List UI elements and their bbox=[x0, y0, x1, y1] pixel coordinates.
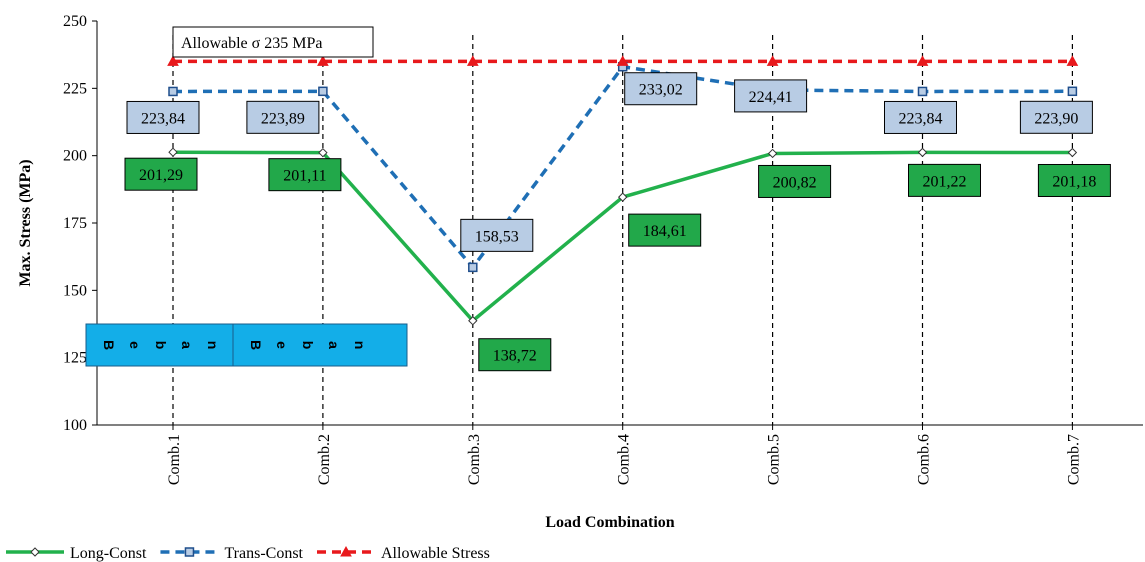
data-point-triangle bbox=[616, 55, 629, 66]
data-point-triangle bbox=[317, 55, 329, 66]
data-point-square bbox=[318, 86, 328, 97]
data-label-trans-const: 224,41 bbox=[749, 89, 793, 106]
data-point-diamond bbox=[168, 147, 178, 157]
beban-overlay-box bbox=[85, 323, 255, 367]
data-label-trans-const: 223,84 bbox=[141, 110, 185, 127]
data-label-trans-const-box bbox=[624, 72, 698, 106]
y-tick-label: 175 bbox=[63, 215, 87, 232]
data-point-square bbox=[468, 262, 478, 273]
data-point-diamond bbox=[1067, 147, 1078, 158]
x-tick-label: Comb.7 bbox=[1065, 434, 1082, 485]
y-tick-label: 125 bbox=[63, 350, 87, 367]
data-label-trans-const-box bbox=[1019, 100, 1093, 134]
legend-label: Allowable Stress bbox=[381, 545, 490, 562]
legend-label: Trans-Const bbox=[224, 545, 303, 562]
data-label-long-const: 184,61 bbox=[643, 223, 687, 240]
data-point-square bbox=[917, 86, 928, 97]
data-label-trans-const: 158,53 bbox=[475, 228, 519, 245]
data-label-long-const-box bbox=[758, 164, 832, 198]
data-label-trans-const: 233,02 bbox=[639, 82, 683, 99]
y-tick-label: 100 bbox=[63, 417, 87, 434]
data-label-long-const-box bbox=[628, 213, 702, 247]
beban-letter: n bbox=[352, 341, 368, 350]
beban-letter: b bbox=[300, 341, 316, 350]
x-axis-title: Load Combination bbox=[545, 514, 674, 531]
data-point-diamond bbox=[617, 192, 628, 202]
legend-marker-square bbox=[184, 547, 195, 557]
data-label-trans-const-box bbox=[884, 100, 957, 134]
x-tick-label: Comb.5 bbox=[766, 434, 783, 485]
legend-label: Long-Const bbox=[70, 545, 147, 562]
beban-letter: n bbox=[205, 341, 221, 350]
annotation-allowable: Allowable σ 235 MPa bbox=[181, 35, 323, 52]
data-point-triangle bbox=[466, 55, 479, 66]
data-label-long-const-box bbox=[478, 338, 552, 372]
data-label-long-const-box bbox=[1037, 163, 1111, 197]
beban-letter: b bbox=[153, 341, 169, 350]
x-tick-label: Comb.6 bbox=[916, 434, 933, 485]
data-point-square bbox=[1067, 86, 1078, 97]
beban-letter: a bbox=[326, 341, 342, 349]
data-label-long-const-box bbox=[908, 163, 981, 197]
annotation-box bbox=[172, 26, 374, 58]
legend-marker-diamond bbox=[30, 547, 40, 557]
data-label-long-const: 201,22 bbox=[923, 173, 967, 190]
y-axis-title: Max. Stress (MPa) bbox=[17, 159, 34, 286]
data-point-triangle bbox=[1066, 55, 1079, 66]
y-tick-label: 225 bbox=[63, 80, 87, 97]
data-label-trans-const-box bbox=[246, 100, 320, 134]
beban-overlay-box bbox=[232, 323, 408, 367]
data-label-trans-const-box bbox=[734, 79, 808, 113]
legend-marker-triangle bbox=[340, 545, 352, 557]
data-label-long-const: 201,18 bbox=[1052, 173, 1096, 190]
data-label-trans-const: 223,90 bbox=[1034, 110, 1078, 127]
beban-letter: a bbox=[179, 341, 195, 349]
data-point-diamond bbox=[318, 147, 328, 158]
data-point-triangle bbox=[766, 55, 779, 66]
x-tick-label: Comb.3 bbox=[466, 434, 483, 485]
data-point-triangle bbox=[916, 55, 929, 66]
data-label-long-const: 138,72 bbox=[493, 348, 537, 365]
data-label-trans-const-box bbox=[126, 100, 200, 134]
x-tick-label: Comb.4 bbox=[616, 434, 633, 485]
x-tick-label: Comb.2 bbox=[316, 434, 333, 485]
data-point-triangle bbox=[167, 55, 179, 66]
data-point-diamond bbox=[767, 148, 778, 159]
data-label-long-const: 201,11 bbox=[283, 168, 326, 185]
data-point-diamond bbox=[468, 316, 478, 326]
data-label-long-const-box bbox=[268, 158, 342, 192]
data-point-square bbox=[168, 86, 178, 97]
beban-letter: B bbox=[101, 340, 117, 350]
data-label-long-const-box bbox=[124, 157, 198, 191]
data-point-diamond bbox=[917, 147, 928, 158]
x-tick-label: Comb.1 bbox=[166, 434, 183, 485]
data-label-long-const: 201,29 bbox=[139, 167, 183, 184]
beban-letter: e bbox=[274, 341, 290, 349]
beban-letter: e bbox=[127, 341, 143, 349]
y-tick-label: 200 bbox=[63, 148, 87, 165]
beban-letter: B bbox=[248, 340, 264, 350]
data-label-long-const: 200,82 bbox=[773, 174, 817, 191]
data-label-trans-const-box bbox=[460, 218, 534, 252]
y-tick-label: 150 bbox=[63, 282, 87, 299]
y-tick-label: 250 bbox=[63, 13, 87, 30]
data-label-trans-const: 223,84 bbox=[899, 110, 943, 127]
data-label-trans-const: 223,89 bbox=[261, 110, 305, 127]
